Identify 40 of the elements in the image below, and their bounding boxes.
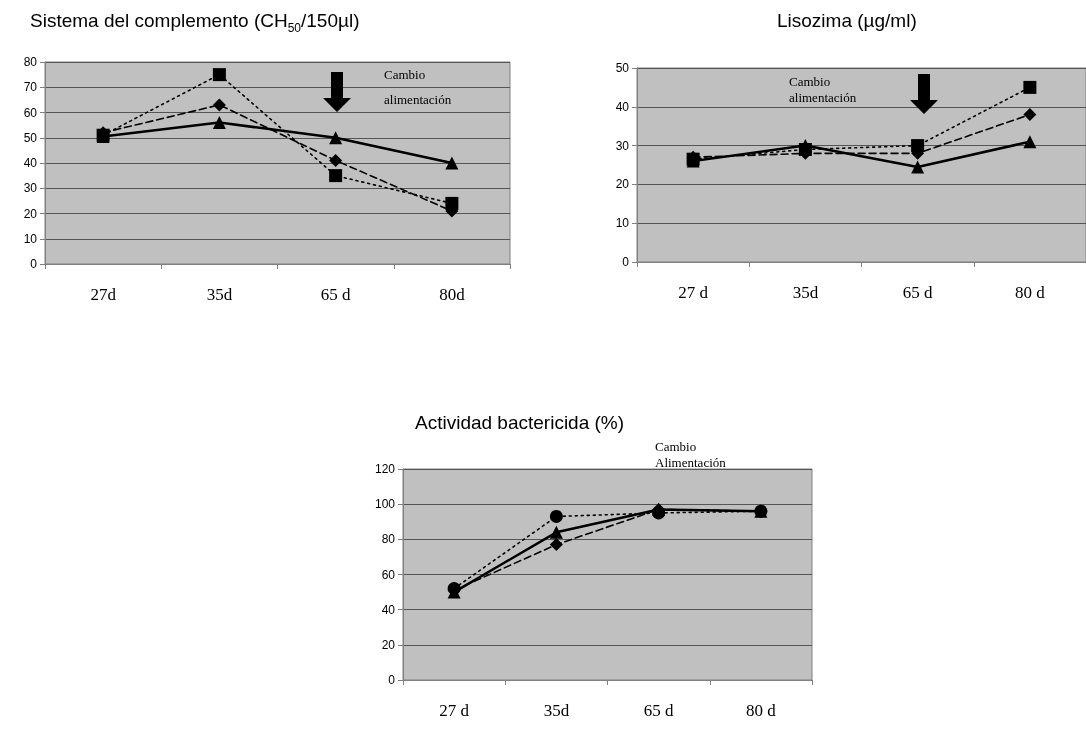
y-tick-label: 80 (23, 55, 38, 69)
x-tick-label: 65 d (643, 701, 674, 720)
x-tick-label: 65 d (902, 283, 933, 302)
x-tick-label: 35d (792, 283, 819, 302)
y-tick-label: 10 (23, 231, 38, 246)
y-tick-label: 120 (374, 462, 396, 476)
y-tick-label: 20 (381, 637, 396, 652)
x-tick-label: 65 d (320, 285, 351, 304)
x-tick-label: 80d (439, 285, 466, 304)
y-tick-label: 60 (381, 567, 396, 582)
y-tick-label: 20 (23, 206, 38, 221)
y-tick-label: 30 (615, 138, 630, 153)
x-tick-label: 27 d (678, 283, 709, 302)
y-tick-label: 0 (622, 255, 630, 269)
y-tick-label: 50 (615, 61, 630, 75)
y-tick-label: 40 (23, 156, 38, 170)
y-tick-label: 100 (374, 497, 396, 512)
x-tick-label: 35d (206, 285, 233, 304)
x-tick-label: 80 d (746, 701, 777, 720)
y-tick-label: 80 (381, 532, 396, 547)
x-tick-label: 80 d (1015, 283, 1046, 302)
chart-title: Lisozima (µg/ml) (777, 10, 917, 32)
y-tick-label: 30 (23, 181, 38, 196)
x-tick-label: 27d (90, 285, 117, 304)
x-tick-label: 27 d (439, 701, 470, 720)
y-tick-label: 60 (23, 105, 38, 120)
x-tick-label: 35d (543, 701, 570, 720)
y-tick-label: 40 (615, 99, 630, 114)
y-tick-label: 0 (30, 257, 38, 271)
chart-title: Actividad bactericida (%) (415, 412, 625, 434)
annotation: Cambio Alimentación (654, 438, 727, 472)
y-tick-label: 70 (23, 80, 38, 95)
chart-title: Sistema del complemento (CH$_{50}$/150µl) (30, 10, 360, 35)
y-tick-label: 10 (615, 216, 630, 231)
y-tick-label: 50 (23, 130, 38, 145)
annotation: Cambio alimentación (383, 66, 453, 110)
y-tick-label: 20 (615, 177, 630, 192)
annotation: Cambio alimentación (788, 73, 858, 107)
y-tick-label: 0 (388, 673, 396, 687)
y-tick-label: 40 (381, 602, 396, 617)
